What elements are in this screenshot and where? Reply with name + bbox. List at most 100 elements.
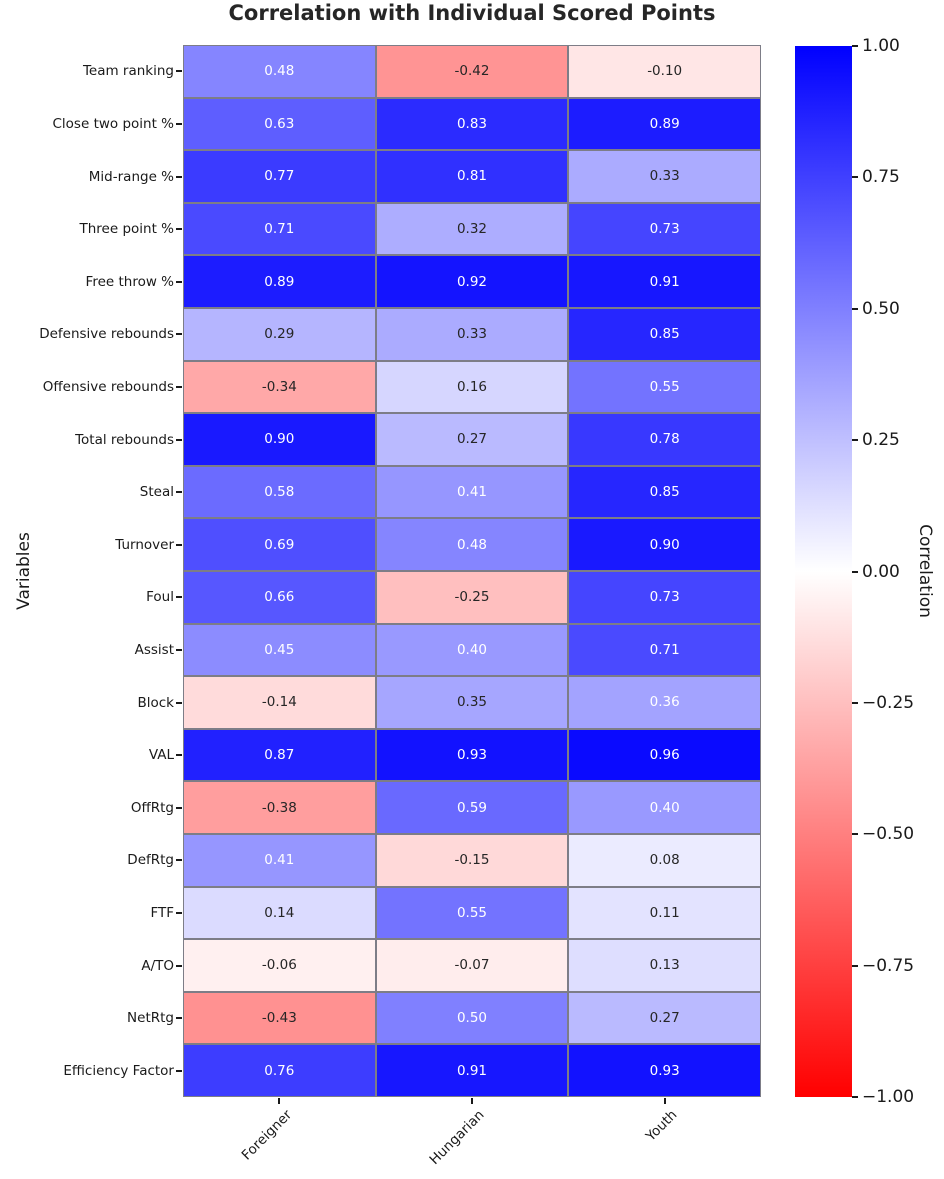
- x-tick-label-0: Foreigner: [238, 1107, 295, 1164]
- y-tick-label-8: Steal: [139, 484, 174, 501]
- y-tick-mark-10: [176, 596, 182, 599]
- heatmap-cell-0-1: -0.42: [375, 45, 569, 98]
- colorbar-tick-mark-4: [852, 570, 858, 573]
- y-tick-mark-3: [176, 228, 182, 231]
- cell-value: 0.58: [264, 484, 295, 501]
- y-tick-mark-1: [176, 122, 182, 125]
- colorbar-tick-mark-8: [852, 1096, 858, 1098]
- y-tick-mark-11: [176, 648, 182, 651]
- heatmap-cell-6-1: 0.16: [375, 360, 569, 414]
- cell-value: 0.73: [649, 589, 680, 606]
- heatmap-cell-8-2: 0.85: [568, 465, 761, 519]
- cell-value: 0.87: [264, 747, 295, 764]
- chart-title: Correlation with Individual Scored Point…: [228, 1, 716, 25]
- y-tick-label-1: Close two point %: [52, 115, 175, 132]
- cell-value: 0.81: [456, 168, 488, 185]
- y-tick-mark-2: [176, 175, 182, 178]
- y-tick-mark-4: [176, 280, 182, 283]
- cell-value: -0.34: [261, 378, 297, 395]
- cell-value: 0.76: [264, 1062, 295, 1079]
- y-tick-mark-19: [176, 1069, 182, 1072]
- y-tick-label-18: NetRtg: [127, 1010, 174, 1027]
- heatmap-cell-16-0: 0.14: [183, 886, 376, 940]
- colorbar-tick-label-1: 0.75: [862, 167, 900, 188]
- cell-value: 0.78: [649, 431, 680, 448]
- y-tick-mark-9: [176, 543, 182, 546]
- heatmap-cell-2-2: 0.33: [568, 150, 761, 203]
- x-tick-label-2: Youth: [642, 1107, 680, 1145]
- heatmap-cell-14-1: 0.59: [375, 781, 569, 834]
- cell-value: 0.32: [456, 221, 488, 238]
- heatmap-cell-17-1: -0.07: [375, 939, 569, 992]
- cell-value: 0.33: [456, 326, 488, 343]
- cell-value: 0.33: [649, 168, 680, 185]
- cell-value: 0.89: [264, 273, 295, 290]
- cell-value: -0.14: [261, 694, 297, 711]
- x-tick-mark-2: [663, 1098, 666, 1104]
- cell-value: 0.55: [456, 904, 488, 921]
- cell-value: 0.41: [456, 484, 488, 501]
- cell-value: -0.07: [454, 957, 490, 974]
- cell-value: 0.73: [649, 221, 680, 238]
- heatmap-cell-13-0: 0.87: [183, 728, 376, 782]
- heatmap-cell-18-0: -0.43: [183, 991, 376, 1045]
- colorbar-tick-mark-3: [852, 439, 858, 442]
- y-tick-mark-17: [176, 964, 182, 967]
- heatmap-cell-8-1: 0.41: [375, 465, 569, 519]
- heatmap-cell-9-2: 0.90: [568, 518, 761, 571]
- heatmap-cell-6-2: 0.55: [568, 360, 761, 414]
- heatmap-cell-11-2: 0.71: [568, 623, 761, 677]
- heatmap-cell-17-0: -0.06: [183, 939, 376, 992]
- y-tick-label-14: OffRtg: [130, 799, 174, 816]
- heatmap-cell-9-0: 0.69: [183, 518, 376, 571]
- colorbar-tick-label-7: −0.75: [862, 955, 915, 976]
- colorbar-tick-label-0: 1.00: [862, 36, 900, 56]
- cell-value: 0.71: [264, 221, 295, 238]
- cell-value: 0.89: [649, 115, 680, 132]
- colorbar-gradient: [795, 46, 852, 1097]
- heatmap-cell-17-2: 0.13: [568, 939, 761, 992]
- heatmap-cell-14-0: -0.38: [183, 781, 376, 834]
- heatmap-cell-4-1: 0.92: [375, 255, 569, 308]
- cell-value: 0.35: [456, 694, 488, 711]
- cell-value: 0.14: [264, 904, 295, 921]
- cell-value: 0.85: [649, 326, 680, 343]
- y-tick-mark-0: [176, 70, 182, 73]
- colorbar-tick-label-6: −0.50: [862, 824, 915, 845]
- y-tick-label-0: Team ranking: [82, 63, 174, 80]
- cell-value: 0.77: [264, 168, 295, 185]
- heatmap-cell-13-1: 0.93: [375, 728, 569, 782]
- y-tick-mark-14: [176, 806, 182, 809]
- heatmap-cell-0-0: 0.48: [183, 45, 376, 98]
- cell-value: 0.27: [649, 1010, 680, 1027]
- heatmap-cell-19-2: 0.93: [568, 1044, 761, 1097]
- cell-value: 0.83: [456, 115, 488, 132]
- x-tick-label-1: Hungarian: [426, 1107, 488, 1168]
- cell-value: 0.55: [649, 378, 680, 395]
- colorbar-tick-label-8: −1.00: [862, 1087, 915, 1107]
- cell-value: 0.90: [649, 536, 680, 553]
- heatmap-cell-15-2: 0.08: [568, 833, 761, 887]
- cell-value: -0.06: [261, 957, 297, 974]
- heatmap-cell-10-2: 0.73: [568, 570, 761, 624]
- cell-value: 0.11: [649, 904, 680, 921]
- y-tick-label-5: Defensive rebounds: [39, 326, 174, 343]
- heatmap-cell-2-1: 0.81: [375, 150, 569, 203]
- cell-value: 0.13: [649, 957, 680, 974]
- heatmap-cell-16-1: 0.55: [375, 886, 569, 940]
- heatmap-cell-11-1: 0.40: [375, 623, 569, 677]
- y-tick-label-2: Mid-range %: [88, 168, 174, 185]
- cell-value: 0.27: [456, 431, 488, 448]
- heatmap-cell-7-2: 0.78: [568, 413, 761, 466]
- colorbar-tick-label-4: 0.00: [862, 561, 900, 582]
- heatmap-cell-12-2: 0.36: [568, 676, 761, 729]
- heatmap-cell-4-2: 0.91: [568, 255, 761, 308]
- cell-value: -0.43: [261, 1010, 297, 1027]
- cell-value: 0.40: [456, 641, 488, 658]
- heatmap-cell-8-0: 0.58: [183, 465, 376, 519]
- cell-value: 0.93: [649, 1062, 680, 1079]
- heatmap-cell-14-2: 0.40: [568, 781, 761, 834]
- cell-value: 0.71: [649, 641, 680, 658]
- heatmap-cell-1-0: 0.63: [183, 97, 376, 151]
